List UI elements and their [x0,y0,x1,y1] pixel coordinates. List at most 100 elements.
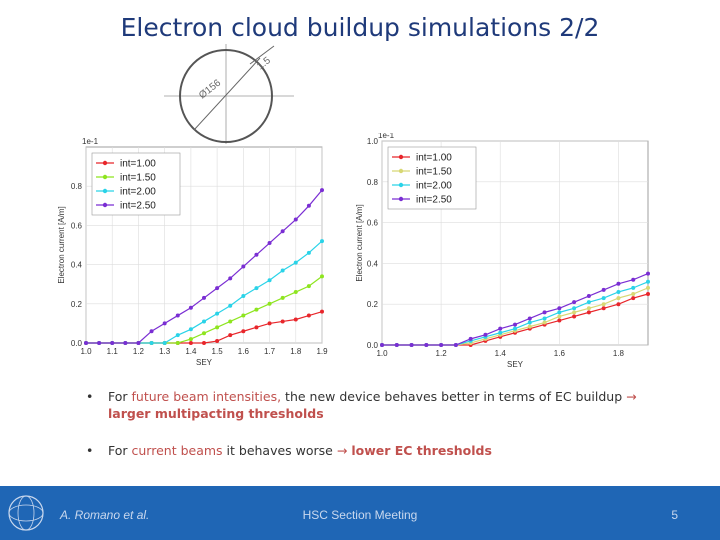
data-point [409,343,414,347]
data-point [202,319,206,324]
data-point [267,241,272,246]
legend-label: int=1.50 [120,173,156,184]
data-point [557,306,562,311]
data-point [97,341,102,345]
data-point [453,343,458,347]
data-point [188,305,193,310]
x-tick-label: 1.1 [107,347,119,356]
data-point [228,303,233,308]
scale-label: 1e-1 [378,133,395,140]
data-point [241,313,246,318]
y-tick-label: 0.0 [71,339,83,348]
x-tick-label: 1.5 [212,347,224,356]
x-tick-label: 1.7 [264,347,276,356]
page-number: 5 [671,508,678,522]
footer-author: A. Romano et al. [60,508,150,522]
data-point [175,333,180,338]
y-tick-label: 0.2 [367,300,379,309]
data-point [280,229,285,234]
chamber-cross-section: Ø156 1.5 [164,44,294,144]
bullet-text: For [108,443,132,458]
data-point [241,329,246,334]
legend-label: int=1.00 [416,153,452,164]
bullet-dot: • [86,389,94,404]
bullet-text: the new device behaves better in terms o… [281,389,627,404]
data-point [241,264,246,269]
x-tick-label: 1.0 [80,347,92,356]
data-point [527,324,532,329]
data-point [215,339,220,344]
data-point [175,313,180,318]
data-point [320,188,324,193]
data-point [631,285,636,290]
data-point [601,306,606,311]
footer-bar: A. Romano et al. HSC Section Meeting 5 [0,486,720,540]
footer-meeting: HSC Section Meeting [302,508,418,522]
bullet-highlight: future beam intensities, [131,389,282,404]
legend-label: int=2.50 [120,201,156,212]
bullet-conclusion: lower EC thresholds [351,443,492,458]
data-point [498,326,503,331]
legend-label: int=2.00 [416,181,452,192]
data-point [601,296,606,301]
data-point [202,295,206,300]
cern-logo-icon [6,493,46,533]
x-tick-label: 1.9 [316,347,328,356]
data-point [293,317,298,322]
legend-label: int=2.50 [416,195,452,206]
data-point [162,321,167,326]
data-point [320,239,324,244]
x-tick-label: 1.2 [436,349,448,358]
page-title: Electron cloud buildup simulations 2/2 [120,13,600,42]
data-point [280,319,285,324]
data-point [202,331,206,336]
data-point [557,310,562,315]
x-tick-label: 1.3 [159,347,171,356]
bullet-text: it behaves worse [222,443,337,458]
data-point [228,276,233,281]
x-tick-label: 1.2 [133,347,145,356]
data-point [267,301,272,306]
data-point [188,341,193,345]
y-tick-label: 0.8 [367,178,379,187]
bullet-highlight: current beams [131,443,223,458]
chart-left: 0.0 0.2 0.4 0.6 0.8 1.0 1.1 1.2 1.3 1.4 1.5 1.6 1.7 1… [56,135,330,373]
data-point [586,310,591,315]
data-point [616,289,621,294]
data-point [136,341,141,345]
x-axis-label: SEY [196,358,213,367]
legend-marker [102,202,108,208]
legend-marker [398,154,404,160]
data-point [646,292,650,296]
data-point [572,306,577,311]
legend-marker [398,182,404,188]
data-point [572,310,577,315]
y-axis-label: Electron current [A/m] [57,206,66,283]
y-tick-label: 0.4 [71,261,83,270]
data-point [162,341,167,345]
legend-marker [102,174,108,180]
bullet-list: • For future beam intensities, the new d… [86,388,696,479]
data-point [84,341,88,345]
data-point [527,320,532,325]
x-tick-label: 1.4 [495,349,507,358]
data-point [572,314,577,319]
data-point [468,336,473,341]
arrow-icon: → [336,443,348,458]
data-point [215,311,220,316]
data-point [306,284,311,289]
legend-label: int=1.00 [120,159,156,170]
data-point [306,313,311,318]
data-point [542,320,547,325]
data-point [254,325,259,330]
legend-marker [102,188,108,194]
data-point [149,341,154,345]
data-point [646,285,650,290]
bullet-text: For [108,389,132,404]
data-point [293,290,298,295]
data-point [123,341,128,345]
data-point [439,343,444,347]
data-point [557,314,562,319]
data-point [631,277,636,282]
y-tick-label: 0.2 [71,300,83,309]
